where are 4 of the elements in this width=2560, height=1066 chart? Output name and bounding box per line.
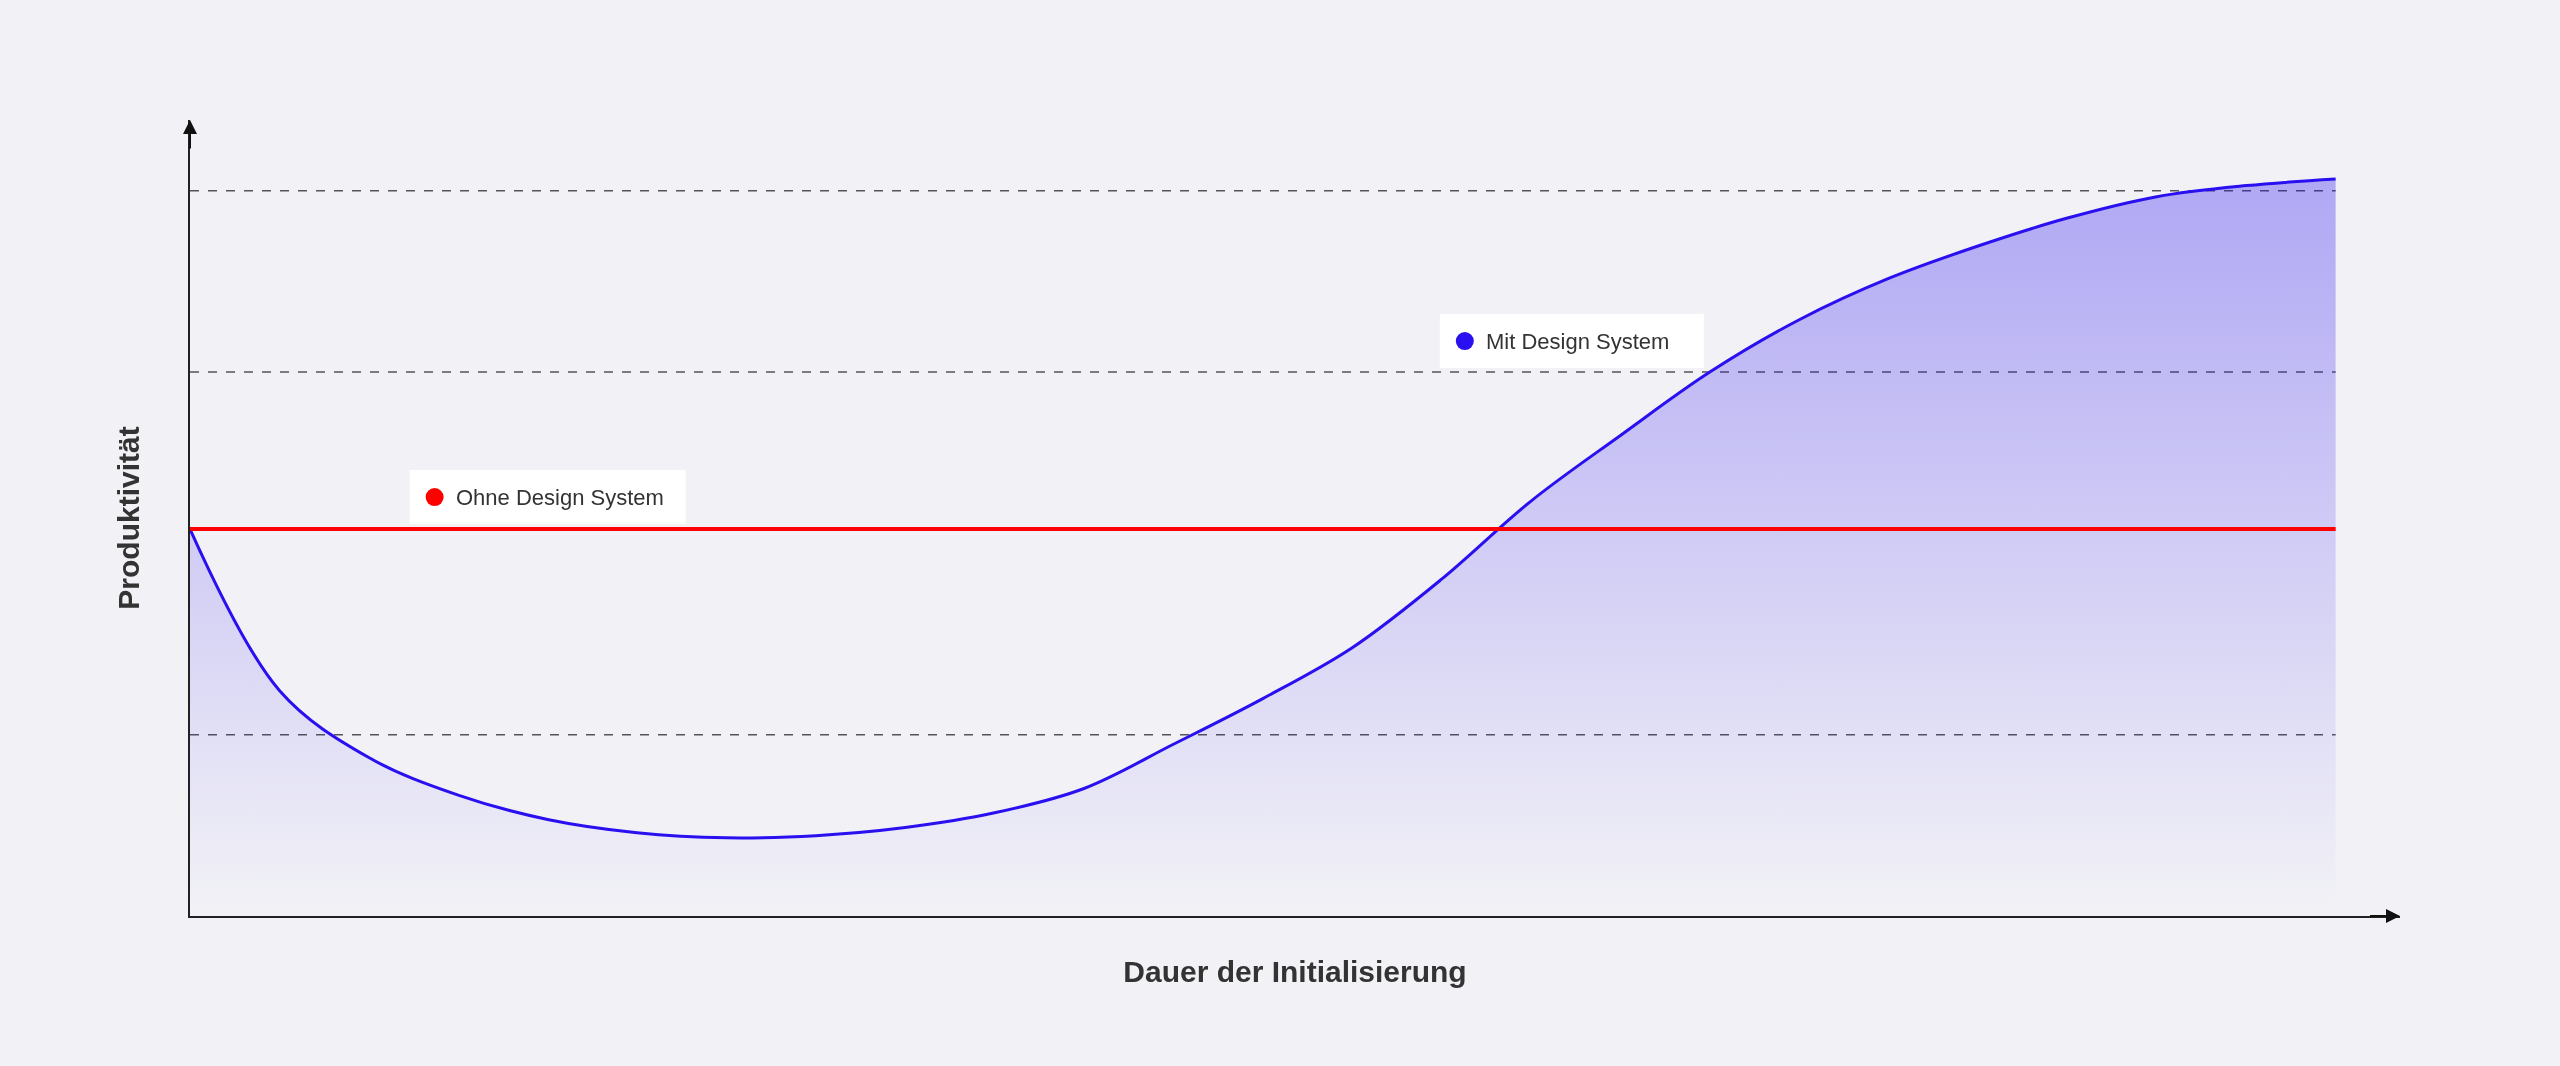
x-axis-title: Dauer der Initialisierung <box>1123 955 1467 989</box>
legend-label: Ohne Design System <box>456 485 664 510</box>
legend-label: Mit Design System <box>1486 329 1670 354</box>
y-axis-title: Produktivität <box>111 426 145 610</box>
